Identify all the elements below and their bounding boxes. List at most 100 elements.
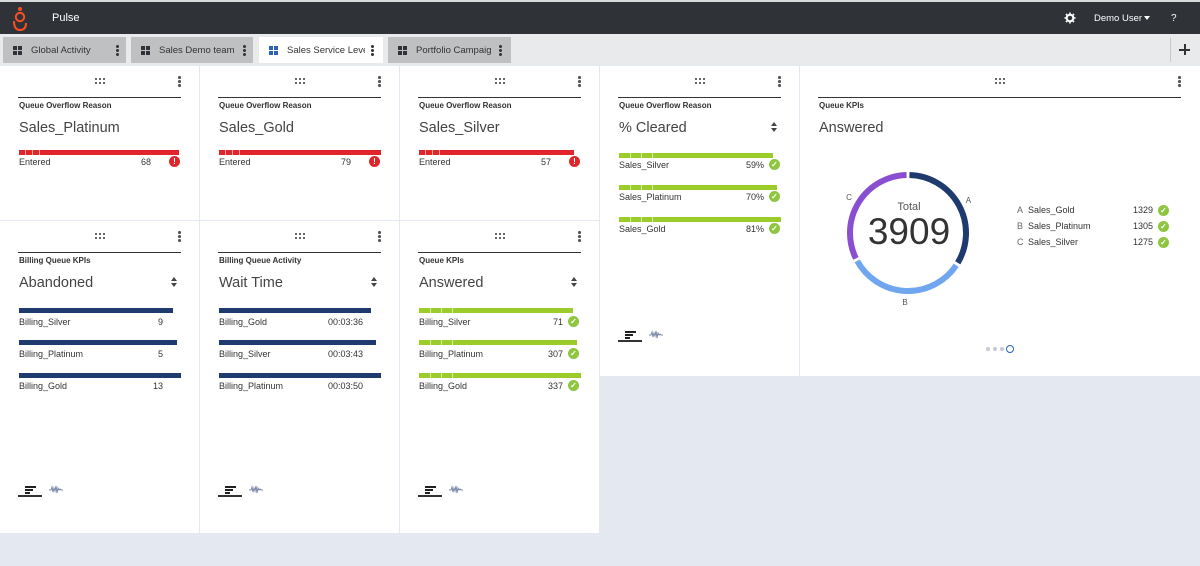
legend-letter: B xyxy=(1017,221,1024,231)
divider xyxy=(818,97,1181,98)
donut-chart: A B C xyxy=(846,172,972,307)
tab-portfolio-campaign[interactable]: Portfolio Campaig xyxy=(388,37,511,63)
widget-billing-wait-time: Billing Queue Activity Wait Time Billing… xyxy=(200,221,399,533)
value-bar xyxy=(219,373,381,378)
list-view-button[interactable] xyxy=(218,483,242,497)
widget-subtitle: Sales_Gold xyxy=(219,120,294,136)
widget-title: Queue Overflow Reason xyxy=(19,101,112,110)
divider xyxy=(18,252,181,253)
widget-subtitle: Abandoned xyxy=(19,275,94,291)
page-dot[interactable] xyxy=(986,347,990,351)
more-vertical-icon[interactable] xyxy=(243,45,246,56)
list-view-icon xyxy=(25,486,36,494)
donut-segment-label: B xyxy=(902,298,907,307)
chart-view-button[interactable] xyxy=(244,483,268,497)
row-label: Billing_Platinum xyxy=(19,349,84,359)
value-bar xyxy=(19,373,181,378)
sort-icon[interactable] xyxy=(371,277,377,287)
widget-queue-kpis-answered: Queue KPIs Answered Billing_Silver 71 ✓ … xyxy=(400,221,599,533)
more-vertical-icon[interactable] xyxy=(378,231,381,242)
chart-view-button[interactable] xyxy=(444,483,468,497)
more-vertical-icon[interactable] xyxy=(578,76,581,87)
more-vertical-icon[interactable] xyxy=(178,76,181,87)
more-vertical-icon[interactable] xyxy=(499,45,502,56)
page-dot-current[interactable] xyxy=(1006,345,1014,353)
gear-icon[interactable] xyxy=(1064,12,1076,24)
donut-segment-b[interactable] xyxy=(854,259,959,294)
drag-handle-icon[interactable] xyxy=(95,233,105,239)
plus-icon[interactable] xyxy=(1172,37,1198,63)
value-bar xyxy=(419,340,577,345)
row-value: 81% xyxy=(745,224,764,234)
check-circle-icon: ✓ xyxy=(769,159,780,170)
drag-handle-icon[interactable] xyxy=(295,78,305,84)
donut-segment-a[interactable] xyxy=(909,172,969,265)
drag-handle-icon[interactable] xyxy=(495,78,505,84)
row-value: 71 xyxy=(552,317,563,327)
widget-subtitle: Sales_Platinum xyxy=(19,120,120,136)
tab-label: Portfolio Campaig xyxy=(416,45,492,56)
genesys-logo-icon[interactable] xyxy=(11,6,29,32)
tab-strip: Global Activity Sales Demo team Sales Se… xyxy=(0,34,1200,65)
more-vertical-icon[interactable] xyxy=(378,76,381,87)
sort-icon[interactable] xyxy=(171,277,177,287)
chevron-down-icon[interactable] xyxy=(1144,16,1150,20)
sort-icon[interactable] xyxy=(771,122,777,132)
sort-icon[interactable] xyxy=(571,277,577,287)
tab-sales-service-level[interactable]: Sales Service Leve xyxy=(259,37,383,63)
user-menu[interactable]: Demo User xyxy=(1094,13,1143,24)
drag-handle-icon[interactable] xyxy=(295,233,305,239)
help-button[interactable]: ? xyxy=(1171,13,1177,24)
more-vertical-icon[interactable] xyxy=(116,45,119,56)
drag-handle-icon[interactable] xyxy=(95,78,105,84)
waveform-chart-icon xyxy=(649,330,663,339)
widget-percent-cleared: Queue Overflow Reason % Cleared Sales_Si… xyxy=(600,66,799,376)
drag-handle-icon[interactable] xyxy=(995,78,1005,84)
row-value: 79 xyxy=(340,157,351,167)
page-dot[interactable] xyxy=(993,347,997,351)
waveform-chart-icon xyxy=(449,485,463,494)
legend-letter: A xyxy=(1017,205,1024,215)
row-value: 00:03:43 xyxy=(327,349,363,359)
check-circle-icon: ✓ xyxy=(1158,237,1169,248)
row-label: Billing_Silver xyxy=(19,317,71,327)
list-view-button[interactable] xyxy=(618,328,642,342)
list-view-button[interactable] xyxy=(18,483,42,497)
drag-handle-icon[interactable] xyxy=(495,233,505,239)
tab-global-activity[interactable]: Global Activity xyxy=(3,37,126,63)
widget-title: Queue KPIs xyxy=(419,256,464,265)
list-view-button[interactable] xyxy=(418,483,442,497)
waveform-chart-icon xyxy=(249,485,263,494)
widget-subtitle: Wait Time xyxy=(219,275,283,291)
dashboard-grid-icon xyxy=(141,46,151,55)
more-vertical-icon[interactable] xyxy=(371,45,374,56)
more-vertical-icon[interactable] xyxy=(1178,76,1181,87)
widget-overflow-gold: Queue Overflow Reason Sales_Gold Entered… xyxy=(200,66,399,220)
check-circle-icon: ✓ xyxy=(769,223,780,234)
more-vertical-icon[interactable] xyxy=(178,231,181,242)
donut-total-value: 3909 xyxy=(867,211,951,252)
donut-segment-c[interactable] xyxy=(847,172,907,260)
row-label: Billing_Platinum xyxy=(419,349,484,359)
row-value: 59% xyxy=(745,160,764,170)
widget-subtitle: % Cleared xyxy=(619,120,687,136)
value-bar xyxy=(219,340,376,345)
widget-subtitle: Sales_Silver xyxy=(419,120,500,136)
row-label: Sales_Platinum xyxy=(619,192,682,202)
divider xyxy=(1170,38,1171,62)
page-dot[interactable] xyxy=(1000,347,1004,351)
row-value: 70% xyxy=(745,192,764,202)
row-label: Sales_Silver xyxy=(619,160,670,170)
chart-view-button[interactable] xyxy=(644,328,668,342)
legend-name: Sales_Gold xyxy=(1028,205,1075,215)
row-label: Entered xyxy=(19,157,51,167)
chart-view-button[interactable] xyxy=(44,483,68,497)
legend-name: Sales_Platinum xyxy=(1028,221,1091,231)
check-circle-icon: ✓ xyxy=(568,348,579,359)
drag-handle-icon[interactable] xyxy=(695,78,705,84)
tab-sales-demo-team[interactable]: Sales Demo team xyxy=(131,37,253,63)
more-vertical-icon[interactable] xyxy=(578,231,581,242)
legend-name: Sales_Silver xyxy=(1028,237,1079,247)
page-indicator[interactable] xyxy=(986,345,1014,353)
more-vertical-icon[interactable] xyxy=(778,76,781,87)
